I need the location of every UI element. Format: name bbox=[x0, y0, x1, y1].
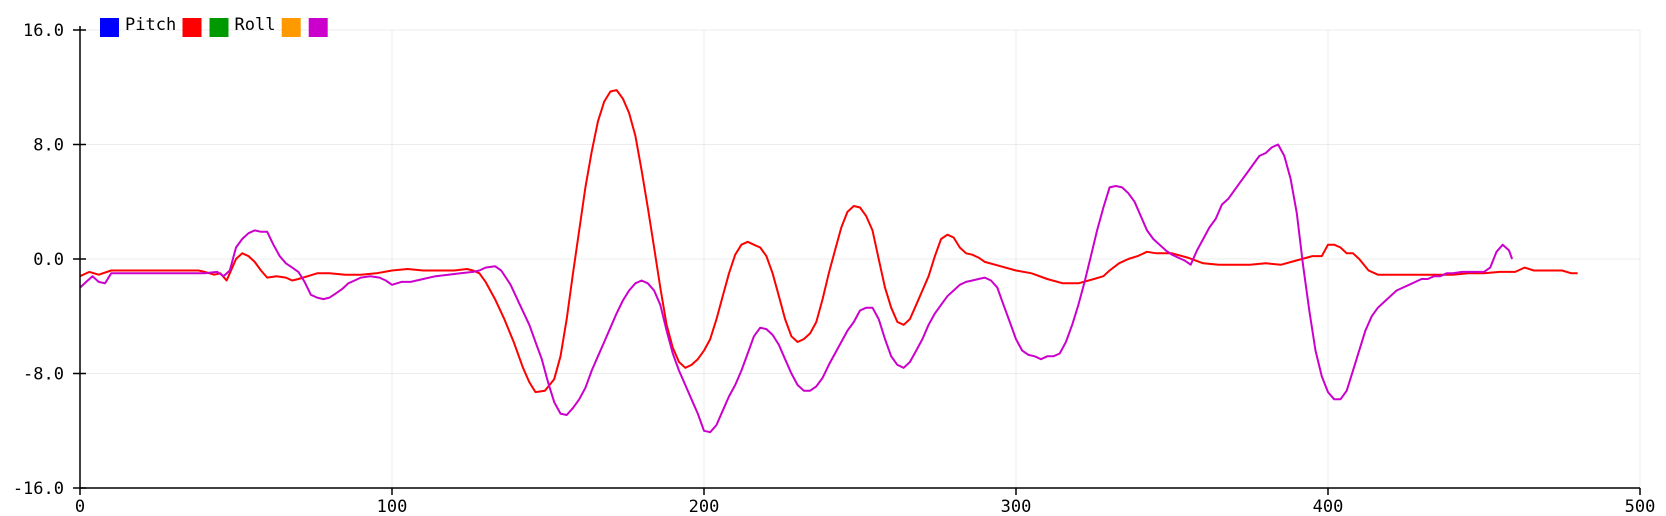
x-tick-label: 300 bbox=[1001, 497, 1032, 516]
y-tick-label: -8.0 bbox=[23, 365, 64, 385]
ticks: 0 100 200 300 400 500 16.0 8.0 0.0 -8.0 -16.0 bbox=[13, 21, 1656, 516]
legend-swatch bbox=[308, 18, 328, 37]
y-tick-label: 0.0 bbox=[33, 250, 64, 270]
y-tick-label: 8.0 bbox=[33, 136, 64, 156]
axes bbox=[79, 26, 1640, 489]
legend-swatch bbox=[100, 18, 119, 37]
legend-label: Pitch bbox=[125, 15, 176, 35]
x-tick-label: 0 bbox=[75, 497, 85, 516]
legend: Pitch Roll bbox=[100, 15, 328, 37]
y-tick-label: 16.0 bbox=[23, 21, 64, 41]
y-tick-label: -16.0 bbox=[13, 479, 64, 499]
x-tick-label: 100 bbox=[377, 497, 408, 516]
legend-label: Roll bbox=[235, 15, 276, 35]
grid bbox=[80, 29, 1641, 488]
series-layer bbox=[79, 89, 1578, 434]
legend-swatch bbox=[182, 18, 202, 37]
x-tick-label: 500 bbox=[1625, 497, 1656, 516]
x-tick-label: 400 bbox=[1313, 497, 1344, 516]
legend-swatch bbox=[281, 18, 301, 37]
legend-swatch bbox=[209, 18, 229, 37]
series-line-2 bbox=[79, 143, 1514, 434]
series-line-1 bbox=[79, 89, 1578, 394]
x-tick-label: 200 bbox=[689, 497, 720, 516]
